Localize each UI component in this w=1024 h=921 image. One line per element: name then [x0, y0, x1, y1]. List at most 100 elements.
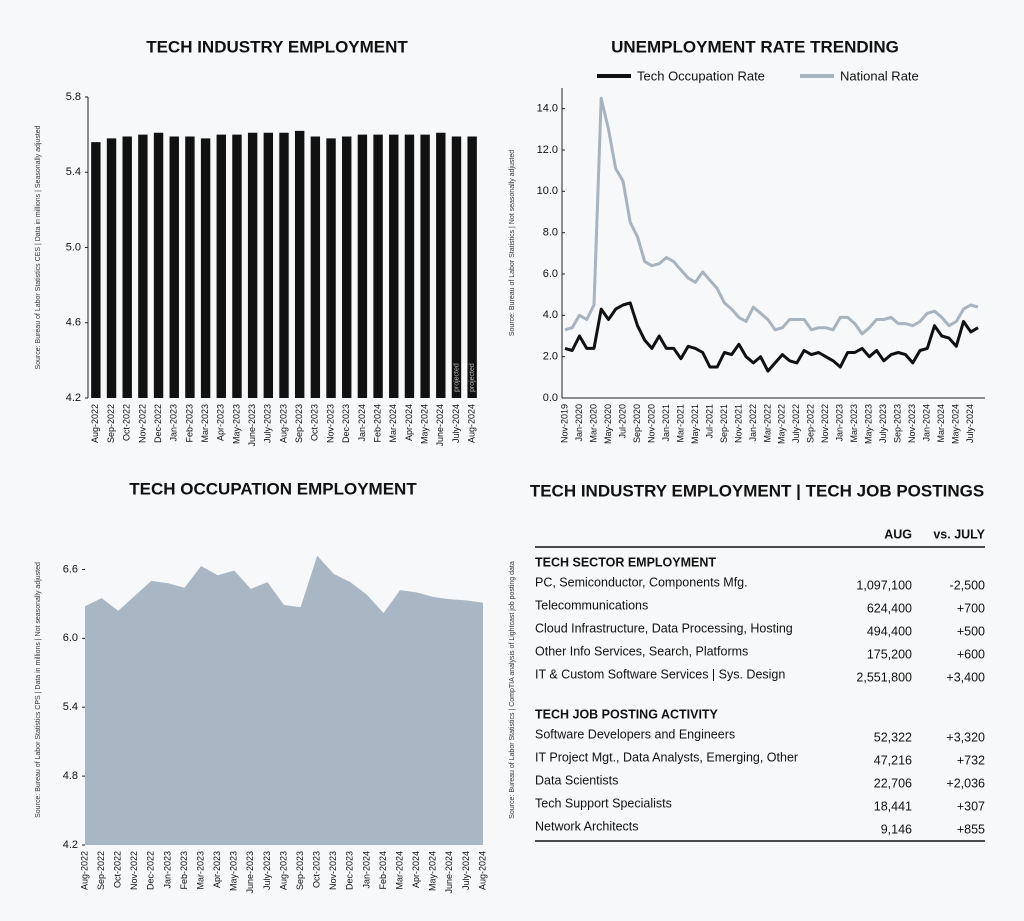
- x-tick-label: June-2024: [444, 851, 454, 894]
- x-tick-label: Nov-2020: [646, 404, 656, 443]
- x-tick-label: Nov-2021: [733, 404, 743, 443]
- x-tick-label: Sep-2022: [96, 851, 106, 890]
- y-tick-label: 12.0: [537, 144, 558, 156]
- section-title: TECH JOB POSTING ACTIVITY: [535, 707, 719, 721]
- bar: [169, 136, 179, 398]
- x-tick-label: Mar-2022: [762, 404, 772, 443]
- x-tick-label: Jan-2023: [169, 404, 179, 442]
- annotation: projected: [453, 363, 460, 392]
- x-tick-label: Mar-2021: [675, 404, 685, 443]
- x-tick-label: July-2023: [262, 851, 272, 890]
- cell-value: +2,036: [946, 776, 985, 790]
- cell-value: +500: [957, 624, 985, 638]
- x-tick-label: Sep-2022: [806, 404, 816, 443]
- row-label: Network Architects: [535, 819, 639, 833]
- x-tick-label: June-2023: [247, 404, 257, 447]
- x-tick-label: Jan-2023: [835, 404, 845, 442]
- y-tick-label: 4.2: [63, 839, 78, 851]
- cell-value: 2,551,800: [856, 670, 912, 684]
- cell-value: 22,706: [874, 776, 912, 790]
- area: [85, 555, 483, 845]
- x-tick-label: June-2023: [245, 851, 255, 894]
- bar: [310, 136, 321, 398]
- x-tick-label: Dec-2022: [153, 404, 163, 443]
- source-note: Source: Bureau of Labor Statistics | Com…: [509, 561, 516, 819]
- source-note: Source: Bureau of Labor Statistics CES |…: [35, 125, 42, 369]
- source-note: Source: Bureau of Labor Statistics CPS |…: [35, 562, 42, 818]
- x-tick-label: Apr-2023: [212, 851, 222, 888]
- bar: [200, 138, 211, 398]
- cell-value: 52,322: [874, 730, 912, 744]
- x-tick-label: May-2022: [777, 404, 787, 444]
- legend-label: Tech Occupation Rate: [637, 68, 765, 83]
- column-header: AUG: [884, 527, 912, 541]
- x-tick-label: Apr-2024: [411, 851, 421, 888]
- row-label: Software Developers and Engineers: [535, 727, 735, 741]
- cell-value: -2,500: [950, 578, 985, 592]
- x-tick-label: July-2024: [451, 404, 461, 443]
- y-tick-label: 10.0: [537, 185, 558, 197]
- y-tick-label: 6.0: [63, 632, 78, 644]
- x-tick-label: Aug-2024: [467, 404, 477, 443]
- x-tick-label: July-2023: [878, 404, 888, 443]
- line-series: [564, 301, 979, 373]
- x-tick-label: Feb-2023: [179, 851, 189, 890]
- bar: [357, 134, 368, 398]
- x-tick-label: Jan-2023: [162, 851, 172, 889]
- x-tick-label: Jul-2020: [617, 404, 627, 439]
- x-tick-label: May-2021: [690, 404, 700, 444]
- x-tick-label: Jan-2022: [748, 404, 758, 442]
- bar: [91, 142, 101, 398]
- bar: [279, 132, 289, 398]
- x-tick-label: Mar-2024: [936, 404, 946, 443]
- cell-value: +600: [957, 647, 985, 661]
- row-label: IT & Custom Software Services | Sys. Des…: [535, 667, 785, 681]
- bar: [389, 134, 399, 398]
- bar: [326, 138, 336, 398]
- section-title: TECH SECTOR EMPLOYMENT: [535, 555, 716, 569]
- bar: [294, 130, 305, 399]
- chart-title: TECH OCCUPATION EMPLOYMENT: [129, 479, 417, 498]
- line-series: [564, 96, 979, 336]
- x-tick-label: Sep-2021: [719, 404, 729, 443]
- row-label: Tech Support Specialists: [535, 796, 672, 810]
- chart-title: TECH INDUSTRY EMPLOYMENT: [146, 37, 408, 56]
- cell-value: 494,400: [867, 624, 912, 638]
- bar: [420, 134, 430, 398]
- y-tick-label: 6.6: [63, 563, 78, 575]
- y-tick-label: 4.8: [63, 770, 78, 782]
- x-tick-label: May-2023: [231, 404, 241, 444]
- x-tick-label: Sep-2022: [106, 404, 116, 443]
- x-tick-label: July-2024: [965, 404, 975, 443]
- x-tick-label: July-2023: [263, 404, 273, 443]
- bar: [138, 134, 148, 398]
- x-tick-label: May-2024: [951, 404, 961, 444]
- x-tick-label: Oct-2022: [122, 404, 132, 441]
- cell-value: 18,441: [874, 799, 912, 813]
- y-tick-label: 8.0: [543, 227, 558, 239]
- x-tick-label: Jan-2024: [922, 404, 932, 442]
- cell-value: +3,400: [946, 670, 985, 684]
- x-tick-label: Oct-2023: [310, 404, 320, 441]
- x-tick-label: Aug-2022: [90, 404, 100, 443]
- row-label: PC, Semiconductor, Components Mfg.: [535, 575, 748, 589]
- x-tick-label: July-2024: [461, 851, 471, 890]
- cell-value: 175,200: [867, 647, 912, 661]
- column-header: vs. JULY: [933, 527, 985, 541]
- x-tick-label: Mar-2024: [394, 851, 404, 890]
- x-tick-label: Oct-2023: [312, 851, 322, 888]
- x-tick-label: Dec-2023: [341, 404, 351, 443]
- bar: [451, 136, 462, 398]
- x-tick-label: Nov-2023: [325, 404, 335, 443]
- x-tick-label: Apr-2023: [216, 404, 226, 441]
- y-tick-label: 4.0: [543, 309, 558, 321]
- x-tick-label: Feb-2024: [378, 851, 388, 890]
- x-tick-label: Nov-2022: [137, 404, 147, 443]
- y-tick-label: 4.6: [66, 317, 81, 329]
- y-tick-label: 5.4: [63, 701, 78, 713]
- x-tick-label: Sep-2020: [632, 404, 642, 443]
- cell-value: 47,216: [874, 753, 912, 767]
- annotation: projected: [469, 363, 476, 392]
- x-tick-label: Feb-2023: [184, 404, 194, 443]
